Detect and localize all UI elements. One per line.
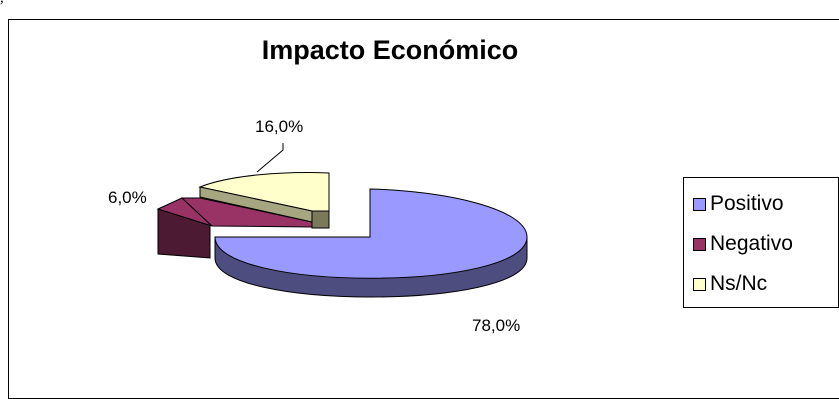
slice-nsnc xyxy=(198,172,330,229)
legend-item-negativo: Negativo xyxy=(693,232,793,256)
leader-line-nsnc xyxy=(256,143,284,173)
legend-swatch-nsnc xyxy=(693,277,706,291)
top-cropped-text: , xyxy=(0,0,839,8)
chart-legend: Positivo Negativo Ns/Nc xyxy=(683,177,839,308)
legend-item-nsnc: Ns/Nc xyxy=(693,272,767,296)
slice-positivo xyxy=(214,188,528,298)
legend-swatch-positivo xyxy=(693,197,706,211)
legend-label-nsnc: Ns/Nc xyxy=(710,272,768,295)
legend-label-positivo: Positivo xyxy=(710,192,784,215)
chart-title: Impacto Económico xyxy=(261,35,519,65)
legend-swatch-negativo xyxy=(693,237,706,251)
data-label-nsnc: 16,0% xyxy=(255,117,304,136)
legend-item-positivo: Positivo xyxy=(693,192,784,216)
legend-label-negativo: Negativo xyxy=(710,232,793,255)
slice-negativo xyxy=(156,197,313,259)
data-label-positivo: 78,0% xyxy=(472,316,521,335)
data-label-negativo: 6,0% xyxy=(108,188,147,207)
